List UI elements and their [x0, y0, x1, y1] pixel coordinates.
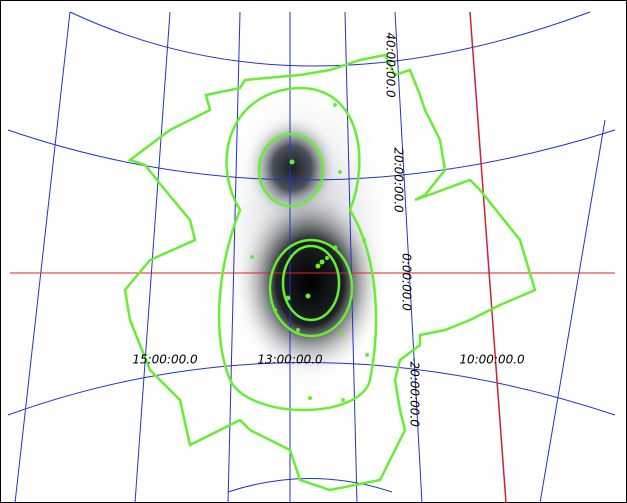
- dec-label: 0:00:00.0: [400, 253, 414, 311]
- dec-label: -20:00:00.0: [408, 357, 422, 427]
- ra-label: 15:00:00.0: [132, 353, 198, 367]
- dec-label: 40:00:00.0: [384, 32, 398, 98]
- contours: [123, 53, 537, 492]
- ra-label: 13:00:00.0: [257, 353, 323, 367]
- dec-label: 20:00:00.0: [392, 147, 406, 213]
- ra-label: 10:00:00.0: [459, 353, 525, 367]
- grid-labels: 40:00:00.0 20:00:00.0 0:00:00.0 -20:00:0…: [132, 32, 525, 427]
- sources: [250, 103, 369, 402]
